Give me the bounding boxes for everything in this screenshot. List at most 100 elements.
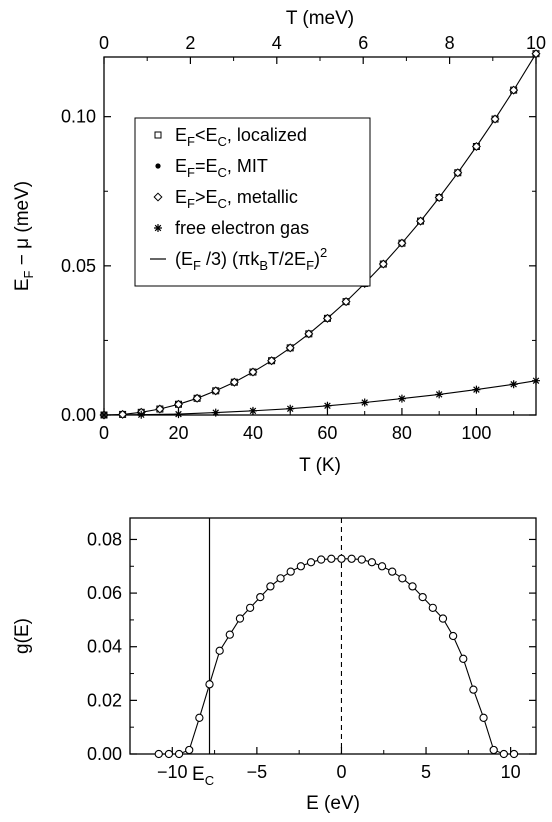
top-y-axis-title: EF − μ (meV) — [12, 181, 36, 291]
bottom-x-tick-label: 0 — [336, 762, 346, 782]
bottom-chart-ticks: −10 −5 0 5 10 0.00 0.02 0.04 0.06 0.08 — [87, 529, 536, 782]
dos-data-point — [185, 745, 194, 755]
bottom-y-tick-label: 0.04 — [87, 637, 122, 657]
data-point-open-diamond — [192, 393, 202, 403]
top-axis-tick-labels: 0 2 4 6 8 10 — [99, 33, 546, 64]
fit-curve-line — [103, 380, 537, 416]
data-point-open-diamond — [173, 399, 183, 409]
legend-label-fit: (EF /3) (πkBT/2EF)2 — [175, 245, 327, 273]
data-point-asterisk — [286, 404, 295, 413]
bottom-chart: −10 −5 0 5 10 0.00 0.02 0.04 0.06 0.08 g(E) EC E … — [12, 517, 537, 814]
bottom-y-axis-title: g(E) — [12, 618, 33, 654]
legend-marker-asterisk — [154, 224, 162, 232]
dos-data-point — [388, 567, 397, 576]
top-chart: T (meV) 0 2 4 6 8 10 0 20 40 60 80 100 0.00 0.05 0.10… — [12, 8, 546, 476]
top-axis-tick-label: 0 — [99, 33, 109, 53]
dos-data-point — [377, 562, 387, 571]
data-point-asterisk — [472, 385, 481, 394]
data-point-open-diamond — [211, 386, 221, 396]
dos-data-point — [469, 685, 478, 694]
dos-data-point — [428, 603, 437, 612]
top-chart-series — [99, 49, 541, 420]
bottom-x-tick-label: 5 — [421, 762, 431, 782]
top-axis-tick-label: 8 — [445, 33, 455, 53]
dos-data-point — [479, 713, 488, 722]
dos-data-point — [337, 554, 346, 563]
top-x-tick-label: 80 — [392, 423, 412, 443]
dos-data-point — [408, 582, 417, 591]
data-point-open-diamond — [509, 85, 519, 95]
data-point-asterisk — [397, 394, 406, 403]
bottom-y-tick-label: 0.08 — [87, 529, 122, 549]
top-axis-tick-label: 2 — [185, 33, 195, 53]
dos-data-point — [509, 749, 519, 759]
dos-data-point — [327, 554, 336, 563]
data-point-open-diamond — [397, 238, 407, 248]
top-x-axis-title-bottom: T (K) — [299, 455, 341, 476]
dos-data-point — [459, 654, 468, 663]
dos-data-point — [418, 592, 427, 602]
data-point-open-diamond — [453, 168, 463, 178]
data-point-open-diamond — [118, 409, 128, 419]
top-x-tick-label: 0 — [99, 423, 109, 443]
dos-data-point — [317, 555, 326, 564]
legend-marker-open-diamond — [153, 192, 163, 202]
data-point-open-diamond — [378, 259, 388, 269]
dos-data-point — [235, 614, 245, 623]
dos-data-point — [357, 555, 366, 564]
legend-box — [134, 117, 371, 287]
dos-data-point — [398, 574, 407, 583]
legend-marker-filled-dot — [155, 163, 161, 169]
top-axis-tick-label: 10 — [526, 33, 546, 53]
data-point-open-diamond — [416, 216, 426, 226]
dos-data-point — [367, 558, 377, 567]
dos-data-point — [195, 713, 204, 722]
data-point-open-diamond — [267, 356, 277, 366]
bottom-plot-frame — [129, 517, 537, 755]
top-x-axis-title: T (meV) — [286, 8, 354, 29]
legend-marker-open-square — [154, 131, 162, 139]
data-point-open-diamond — [322, 313, 332, 323]
data-point-open-diamond — [531, 49, 541, 59]
dos-data-point — [438, 614, 448, 623]
data-point-open-diamond — [304, 329, 314, 339]
data-point-open-diamond — [155, 404, 165, 414]
top-y-tick-label: 0.00 — [61, 405, 96, 425]
dos-data-point — [256, 592, 265, 602]
dos-data-point — [266, 582, 275, 591]
bottom-x-axis-title: E (eV) — [306, 793, 360, 814]
dos-data-point — [489, 745, 498, 755]
data-point-asterisk — [532, 376, 540, 385]
bottom-chart-series — [154, 554, 519, 759]
legend-label-free-gas: free electron gas — [175, 218, 309, 238]
legend-markers — [150, 131, 166, 260]
dos-data-point — [448, 631, 458, 641]
top-plot-frame — [103, 56, 537, 416]
dos-data-point — [276, 574, 285, 583]
top-y-tick-label: 0.05 — [61, 256, 96, 276]
data-point-asterisk — [248, 406, 257, 415]
top-chart-ticks: 0 20 40 60 80 100 0.00 0.05 0.10 — [61, 107, 536, 443]
dos-curve-line — [158, 558, 514, 755]
bottom-x-tick-label: −5 — [247, 762, 268, 782]
data-point-asterisk — [509, 380, 518, 389]
data-point-open-diamond — [285, 343, 295, 353]
top-axis-tick-label: 6 — [358, 33, 368, 53]
top-x-tick-label: 40 — [243, 423, 263, 443]
dos-data-point — [347, 554, 356, 563]
data-point-open-diamond — [471, 141, 481, 152]
top-x-tick-label: 20 — [168, 423, 188, 443]
top-y-tick-label: 0.10 — [61, 107, 96, 127]
legend: EF<EC, localized EF=EC, MIT EF>EC, metal… — [134, 117, 371, 287]
dos-data-point — [164, 749, 174, 759]
bottom-y-tick-label: 0.06 — [87, 583, 122, 603]
bottom-x-tick-label: 10 — [501, 762, 521, 782]
dos-data-point — [174, 749, 184, 759]
dos-data-point — [286, 567, 295, 576]
data-point-open-diamond — [248, 367, 258, 377]
data-point-open-diamond — [490, 114, 500, 124]
bottom-y-tick-label: 0.00 — [87, 744, 122, 764]
data-point-asterisk — [174, 410, 183, 419]
data-point-asterisk — [137, 410, 146, 419]
